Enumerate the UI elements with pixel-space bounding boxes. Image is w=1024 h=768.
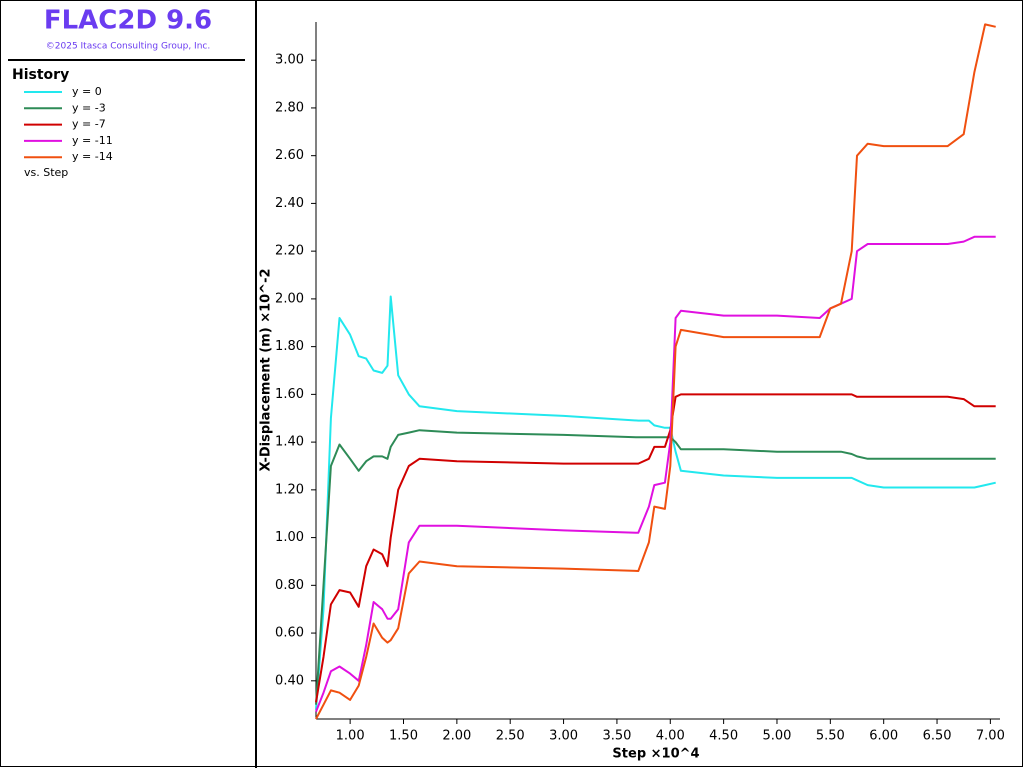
- x-tick-label: 7.00: [976, 729, 1005, 744]
- x-tick-label: 6.50: [923, 729, 952, 744]
- legend-label: y = -7: [72, 118, 106, 131]
- x-tick-label: 2.50: [496, 729, 525, 744]
- copyright: ©2025 Itasca Consulting Group, Inc.: [46, 42, 210, 52]
- legend-label: y = -3: [72, 101, 106, 114]
- x-tick-label: 4.00: [656, 729, 685, 744]
- app-title: FLAC2D 9.6: [44, 6, 212, 36]
- legend-label: y = -11: [72, 134, 113, 147]
- y-tick-label: 2.20: [275, 244, 304, 259]
- legend-label: y = -14: [72, 150, 113, 163]
- series-line: [315, 393, 996, 703]
- y-tick-label: 1.00: [275, 530, 304, 545]
- x-tick-label: 5.50: [816, 729, 845, 744]
- legend-footer: vs. Step: [24, 166, 68, 179]
- x-tick-label: 6.00: [869, 729, 898, 744]
- x-tick-label: 3.50: [602, 729, 631, 744]
- y-tick-label: 1.40: [275, 435, 304, 450]
- series-line: [315, 429, 996, 705]
- x-tick-label: 3.00: [549, 729, 578, 744]
- x-tick-label: 1.00: [336, 729, 365, 744]
- series-line: [315, 295, 996, 710]
- y-tick-label: 2.80: [275, 100, 304, 115]
- y-tick-label: 0.40: [275, 673, 304, 688]
- series-line: [315, 23, 996, 720]
- x-axis-label: Step ×10^4: [612, 747, 699, 762]
- y-tick-label: 2.60: [275, 148, 304, 163]
- y-tick-label: 2.40: [275, 196, 304, 211]
- y-tick-label: 0.60: [275, 626, 304, 641]
- x-tick-label: 1.50: [389, 729, 418, 744]
- y-tick-label: 1.80: [275, 339, 304, 354]
- y-tick-label: 1.20: [275, 482, 304, 497]
- y-tick-label: 1.60: [275, 387, 304, 402]
- y-tick-label: 2.00: [275, 291, 304, 306]
- x-tick-label: 5.00: [763, 729, 792, 744]
- x-tick-label: 2.00: [442, 729, 471, 744]
- y-tick-label: 0.80: [275, 578, 304, 593]
- y-axis-label: X-Displacement (m) ×10^-2: [259, 268, 274, 471]
- series-line: [315, 235, 996, 713]
- legend-title: History: [12, 67, 69, 83]
- legend-label: y = 0: [72, 85, 102, 98]
- y-tick-label: 3.00: [275, 53, 304, 68]
- x-tick-label: 4.50: [709, 729, 738, 744]
